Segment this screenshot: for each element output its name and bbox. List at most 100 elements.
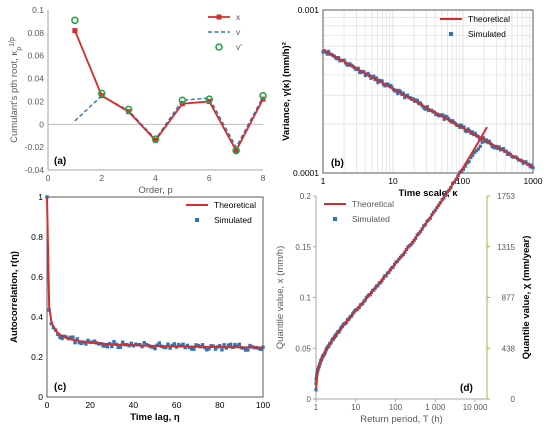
simulated-point	[480, 140, 484, 144]
y-axis-label-sub: p	[16, 47, 23, 51]
series-vprime-point	[97, 89, 106, 98]
y2-tick-label: 1753	[497, 192, 515, 201]
simulated-point	[200, 343, 205, 347]
simulated-point	[60, 336, 64, 341]
simulated-point	[157, 341, 162, 345]
theoretical-line	[322, 48, 534, 169]
simulated-point	[246, 348, 250, 352]
simulated-point	[77, 341, 82, 345]
simulated-point	[425, 105, 429, 109]
simulated-point	[487, 139, 491, 143]
x-tick-label: 80	[215, 400, 225, 410]
x-tick-label: 10 000	[463, 403, 488, 412]
simulated-point	[112, 340, 116, 344]
y-tick-label: 0.0001	[293, 168, 319, 178]
x-tick-label: 40	[129, 400, 139, 410]
simulated-point	[213, 347, 218, 351]
x-axis-label: Time lag, η	[130, 412, 180, 423]
simulated-point	[524, 160, 528, 164]
simulated-point	[501, 146, 506, 151]
simulated-point	[118, 345, 123, 349]
simulated-point	[86, 338, 90, 343]
x-tick-label: 0	[46, 173, 51, 183]
simulated-point	[235, 344, 239, 348]
simulated-point	[446, 117, 451, 121]
x-tick-label: 1	[314, 403, 319, 412]
simulated-point	[248, 343, 252, 348]
simulated-point	[366, 71, 370, 75]
simulated-point	[441, 113, 445, 117]
simulated-point	[390, 85, 394, 89]
x-tick-label: 1000	[524, 176, 543, 186]
series-x-point	[72, 28, 78, 34]
simulated-point	[92, 339, 97, 343]
x-axis-label: Time scale, κ	[399, 188, 459, 199]
simulated-point	[172, 342, 177, 346]
simulated-point	[196, 343, 200, 348]
simulated-point	[467, 160, 471, 164]
x-tick-label: 100	[389, 403, 403, 412]
simulated-point	[233, 342, 237, 347]
simulated-point	[466, 127, 470, 131]
simulated-point	[325, 52, 329, 56]
simulated-point	[177, 342, 181, 347]
x-tick-label: 8	[261, 173, 266, 183]
simulated-point	[396, 91, 400, 96]
simulated-point	[144, 342, 149, 347]
simulated-point	[185, 343, 190, 348]
simulated-point	[442, 117, 446, 121]
simulated-point	[380, 79, 384, 83]
series-x-point	[233, 148, 239, 154]
simulated-point	[424, 107, 428, 111]
x-tick-label: 100	[256, 400, 270, 410]
simulated-point	[133, 342, 138, 346]
simulated-point	[140, 344, 144, 349]
simulated-point	[84, 342, 88, 346]
simulated-point	[153, 346, 157, 351]
y-tick-label: 0.1	[32, 5, 44, 15]
y-tick-label: 0	[39, 119, 44, 129]
simulated-point	[218, 344, 222, 348]
y-tick-label: 0.1	[300, 294, 312, 303]
y-tick-label: 0.06	[27, 51, 44, 61]
simulated-point	[168, 346, 172, 350]
simulated-point	[469, 155, 473, 160]
series-vprime-point	[259, 91, 267, 100]
x-tick-label: 20	[85, 400, 95, 410]
series-vprime-point	[151, 135, 160, 143]
simulated-point	[103, 344, 108, 348]
y-tick-label: 0.08	[27, 28, 44, 38]
y-tick-label: -0.02	[25, 142, 45, 152]
series-vprime-point	[232, 146, 240, 155]
x-tick-label: 4	[153, 173, 158, 183]
panel-label: (c)	[54, 382, 66, 393]
simulated-point	[79, 341, 84, 346]
simulated-point	[166, 342, 170, 346]
y2-tick-label: 438	[502, 344, 516, 353]
x-tick-label: 10	[388, 176, 398, 186]
x-tick-label: 2	[99, 173, 104, 183]
y-axis-label: Variance, γ(κ) (mm/h)²	[281, 42, 292, 141]
simulated-point	[58, 335, 62, 340]
simulated-point	[405, 93, 410, 97]
x-tick-label: 1 000	[425, 403, 446, 412]
simulated-point	[389, 83, 393, 88]
panel-a: -0.04 -0.02 0 0.02 0.04 0.06 0.08 0.1 0 2 4 6 8 Order…	[9, 5, 267, 196]
legend-theoretical-label: Theoretical	[468, 14, 510, 24]
simulated-point	[465, 161, 469, 165]
simulated-point	[205, 348, 209, 352]
simulated-point	[71, 335, 75, 339]
simulated-point	[342, 58, 346, 62]
y-tick-label: 0.8	[31, 232, 43, 242]
series-vprime-point	[205, 95, 214, 103]
legend-theoretical-label: Theoretical	[214, 200, 256, 210]
simulated-point	[120, 340, 125, 344]
simulated-point	[465, 129, 469, 134]
x-tick-label: 100	[456, 176, 470, 186]
simulated-point	[327, 49, 331, 54]
x-tick-label: 1	[321, 176, 326, 186]
legend-simulated-marker	[449, 32, 453, 36]
simulated-point	[478, 144, 482, 148]
simulated-point	[415, 98, 420, 103]
